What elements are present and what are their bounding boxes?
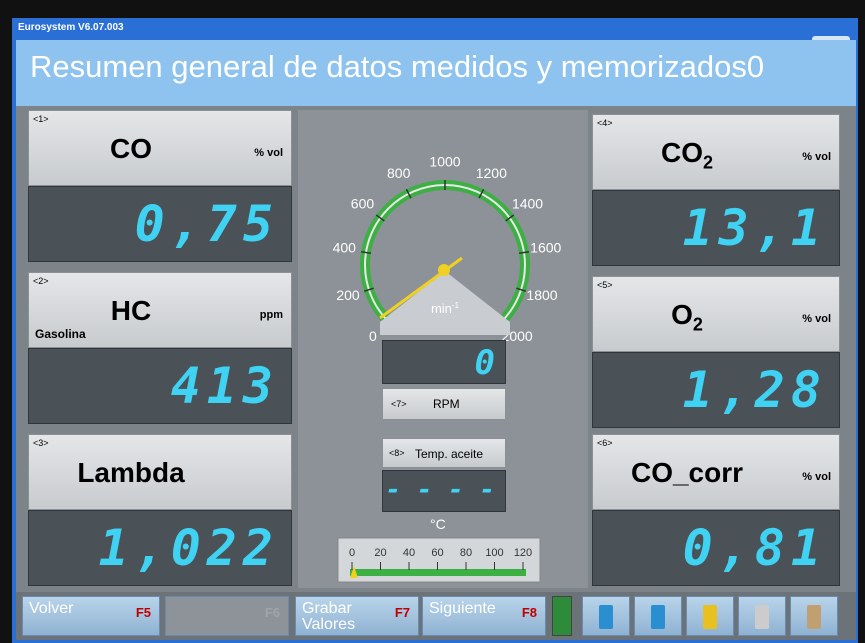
gauge-tick-label: 800 (387, 165, 411, 181)
temp-value: - - - - (382, 470, 506, 512)
function-button[interactable]: Siguiente F8 (422, 596, 546, 636)
panel-index: <3> (33, 438, 49, 448)
temp-tick-label: 20 (374, 547, 386, 559)
panel-label: <1> CO % vol (28, 110, 292, 186)
panel-name-text: HC (111, 295, 151, 326)
panel-value: 13,1 (592, 190, 840, 266)
rpm-index: <7> (391, 399, 407, 409)
function-button[interactable]: F6 (165, 596, 289, 636)
panel-name: CO2 (593, 137, 781, 174)
function-button[interactable]: Volver F5 (22, 596, 160, 636)
panel-unit: ppm (260, 309, 283, 321)
panel-unit: % vol (802, 313, 831, 325)
panel-label: <5> O2 % vol (592, 276, 840, 352)
panel-note: Gasolina (35, 327, 86, 341)
panel-label: <3> Lambda (28, 434, 292, 510)
icon-button[interactable] (790, 596, 838, 636)
gauge-tick-label: 1000 (429, 154, 460, 170)
button-key: F5 (136, 605, 151, 620)
rpm-label: <7> RPM (382, 388, 506, 420)
screen: Eurosystem V6.07.003 Resumen general de … (0, 0, 865, 643)
temp-tick-label: 80 (460, 547, 472, 559)
panel-name: O2 (593, 299, 781, 336)
panel-name-sub: 2 (693, 315, 703, 335)
gauge-tick-label: 1800 (526, 287, 557, 303)
panel-name-text: O (671, 299, 693, 330)
rpm-value: 0 (382, 340, 506, 384)
panel-name: CO_corr (593, 457, 781, 489)
panel-name: CO (29, 133, 233, 165)
button-key: F6 (265, 605, 280, 620)
temp-tick-label: 0 (349, 547, 355, 559)
icon-button[interactable] (582, 596, 630, 636)
panel-unit: % vol (802, 151, 831, 163)
gauge-tick-label: 400 (333, 240, 357, 256)
panel-value: 413 (28, 348, 292, 424)
panel-name-sub: 2 (703, 153, 713, 173)
rpm-label-text: RPM (433, 397, 460, 411)
panel-name: HC (29, 295, 233, 327)
temp-tick-label: 100 (485, 547, 503, 559)
panel-name-text: CO (110, 133, 152, 164)
temp-unit: °C (430, 516, 446, 532)
panel-value: 1,28 (592, 352, 840, 428)
temp-index: <8> (389, 448, 405, 458)
panel-unit: % vol (802, 471, 831, 483)
button-key: F7 (395, 605, 410, 620)
panel-index: <6> (597, 438, 613, 448)
icon (703, 605, 717, 629)
temp-tick-label: 120 (514, 547, 532, 559)
icon-button[interactable] (738, 596, 786, 636)
panel-label: <2> HC ppm Gasolina (28, 272, 292, 348)
gauge-tick-label: 200 (336, 287, 360, 303)
panel-name-text: Lambda (77, 457, 184, 488)
panel-value: 0,75 (28, 186, 292, 262)
gauge-tick-label: 1200 (476, 165, 507, 181)
panel-index: <1> (33, 114, 49, 124)
button-label: Volver (29, 601, 109, 617)
panel-index: <4> (597, 118, 613, 128)
button-label: Siguiente (429, 601, 509, 617)
rpm-unit-sup: -1 (452, 301, 460, 310)
temp-label: <8> Temp. aceite (382, 438, 506, 468)
function-button[interactable]: Grabar Valores F7 (295, 596, 419, 636)
temp-tick-label: 40 (403, 547, 415, 559)
temp-label-text: Temp. aceite (415, 447, 483, 461)
temp-tick-label: 60 (431, 547, 443, 559)
gauge-tick-label: 1600 (530, 240, 561, 256)
rpm-unit-text: min (431, 301, 452, 316)
status-indicator (552, 596, 572, 636)
icon (651, 605, 665, 629)
icon (807, 605, 821, 629)
gauge-tick-label: 600 (351, 196, 375, 212)
panel-index: <5> (597, 280, 613, 290)
panel-index: <2> (33, 276, 49, 286)
gauge-hub (438, 264, 450, 276)
panel-name-text: CO_corr (631, 457, 743, 488)
gauge-tick-label: 0 (369, 328, 377, 344)
panel-unit: % vol (254, 147, 283, 159)
temp-bar (350, 569, 526, 576)
panel-value: 1,022 (28, 510, 292, 586)
icon (599, 605, 613, 629)
panel-label: <6> CO_corr % vol (592, 434, 840, 510)
button-key: F8 (522, 605, 537, 620)
panel-name-text: CO (661, 137, 703, 168)
icon (755, 605, 769, 629)
button-label: Grabar Valores (302, 601, 382, 633)
panel-name: Lambda (29, 457, 233, 489)
panel-label: <4> CO2 % vol (592, 114, 840, 190)
icon-button[interactable] (686, 596, 734, 636)
gauge-tick-label: 1400 (512, 196, 543, 212)
icon-button[interactable] (634, 596, 682, 636)
panel-value: 0,81 (592, 510, 840, 586)
